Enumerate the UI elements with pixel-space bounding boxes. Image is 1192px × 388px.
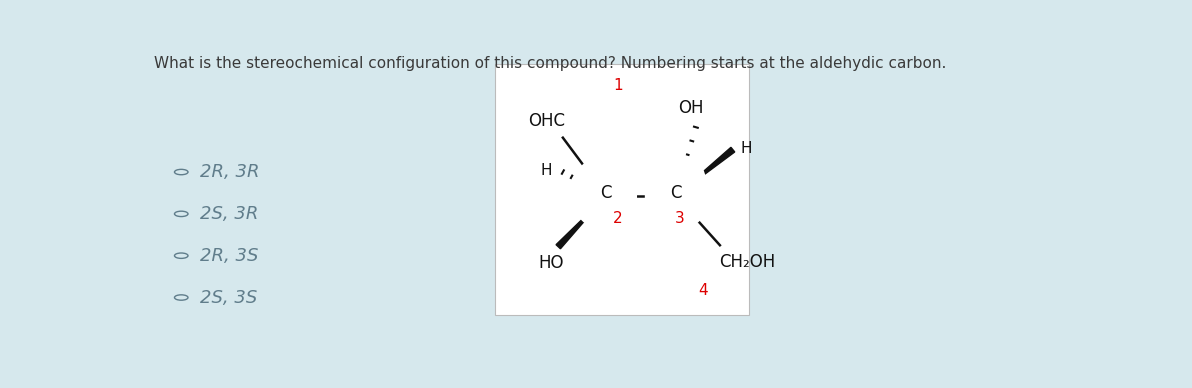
Text: 2S, 3R: 2S, 3R [200, 205, 259, 223]
Polygon shape [676, 147, 734, 196]
Text: 2: 2 [613, 211, 622, 226]
Text: HO: HO [538, 254, 564, 272]
Text: What is the stereochemical configuration of this compound? Numbering starts at t: What is the stereochemical configuration… [154, 55, 946, 71]
Text: OHC: OHC [528, 112, 565, 130]
Text: 2R, 3S: 2R, 3S [200, 247, 259, 265]
Text: OH: OH [678, 99, 704, 117]
FancyBboxPatch shape [496, 64, 750, 315]
Text: C: C [670, 184, 682, 202]
Text: C: C [601, 184, 611, 202]
Polygon shape [555, 196, 607, 249]
Text: H: H [540, 163, 552, 178]
Text: 2R, 3R: 2R, 3R [200, 163, 260, 181]
Text: H: H [741, 140, 752, 156]
Text: 1: 1 [614, 78, 623, 93]
Text: 4: 4 [699, 282, 708, 298]
Text: 3: 3 [676, 211, 685, 226]
Text: CH₂OH: CH₂OH [720, 253, 776, 271]
Text: 2S, 3S: 2S, 3S [200, 289, 257, 307]
